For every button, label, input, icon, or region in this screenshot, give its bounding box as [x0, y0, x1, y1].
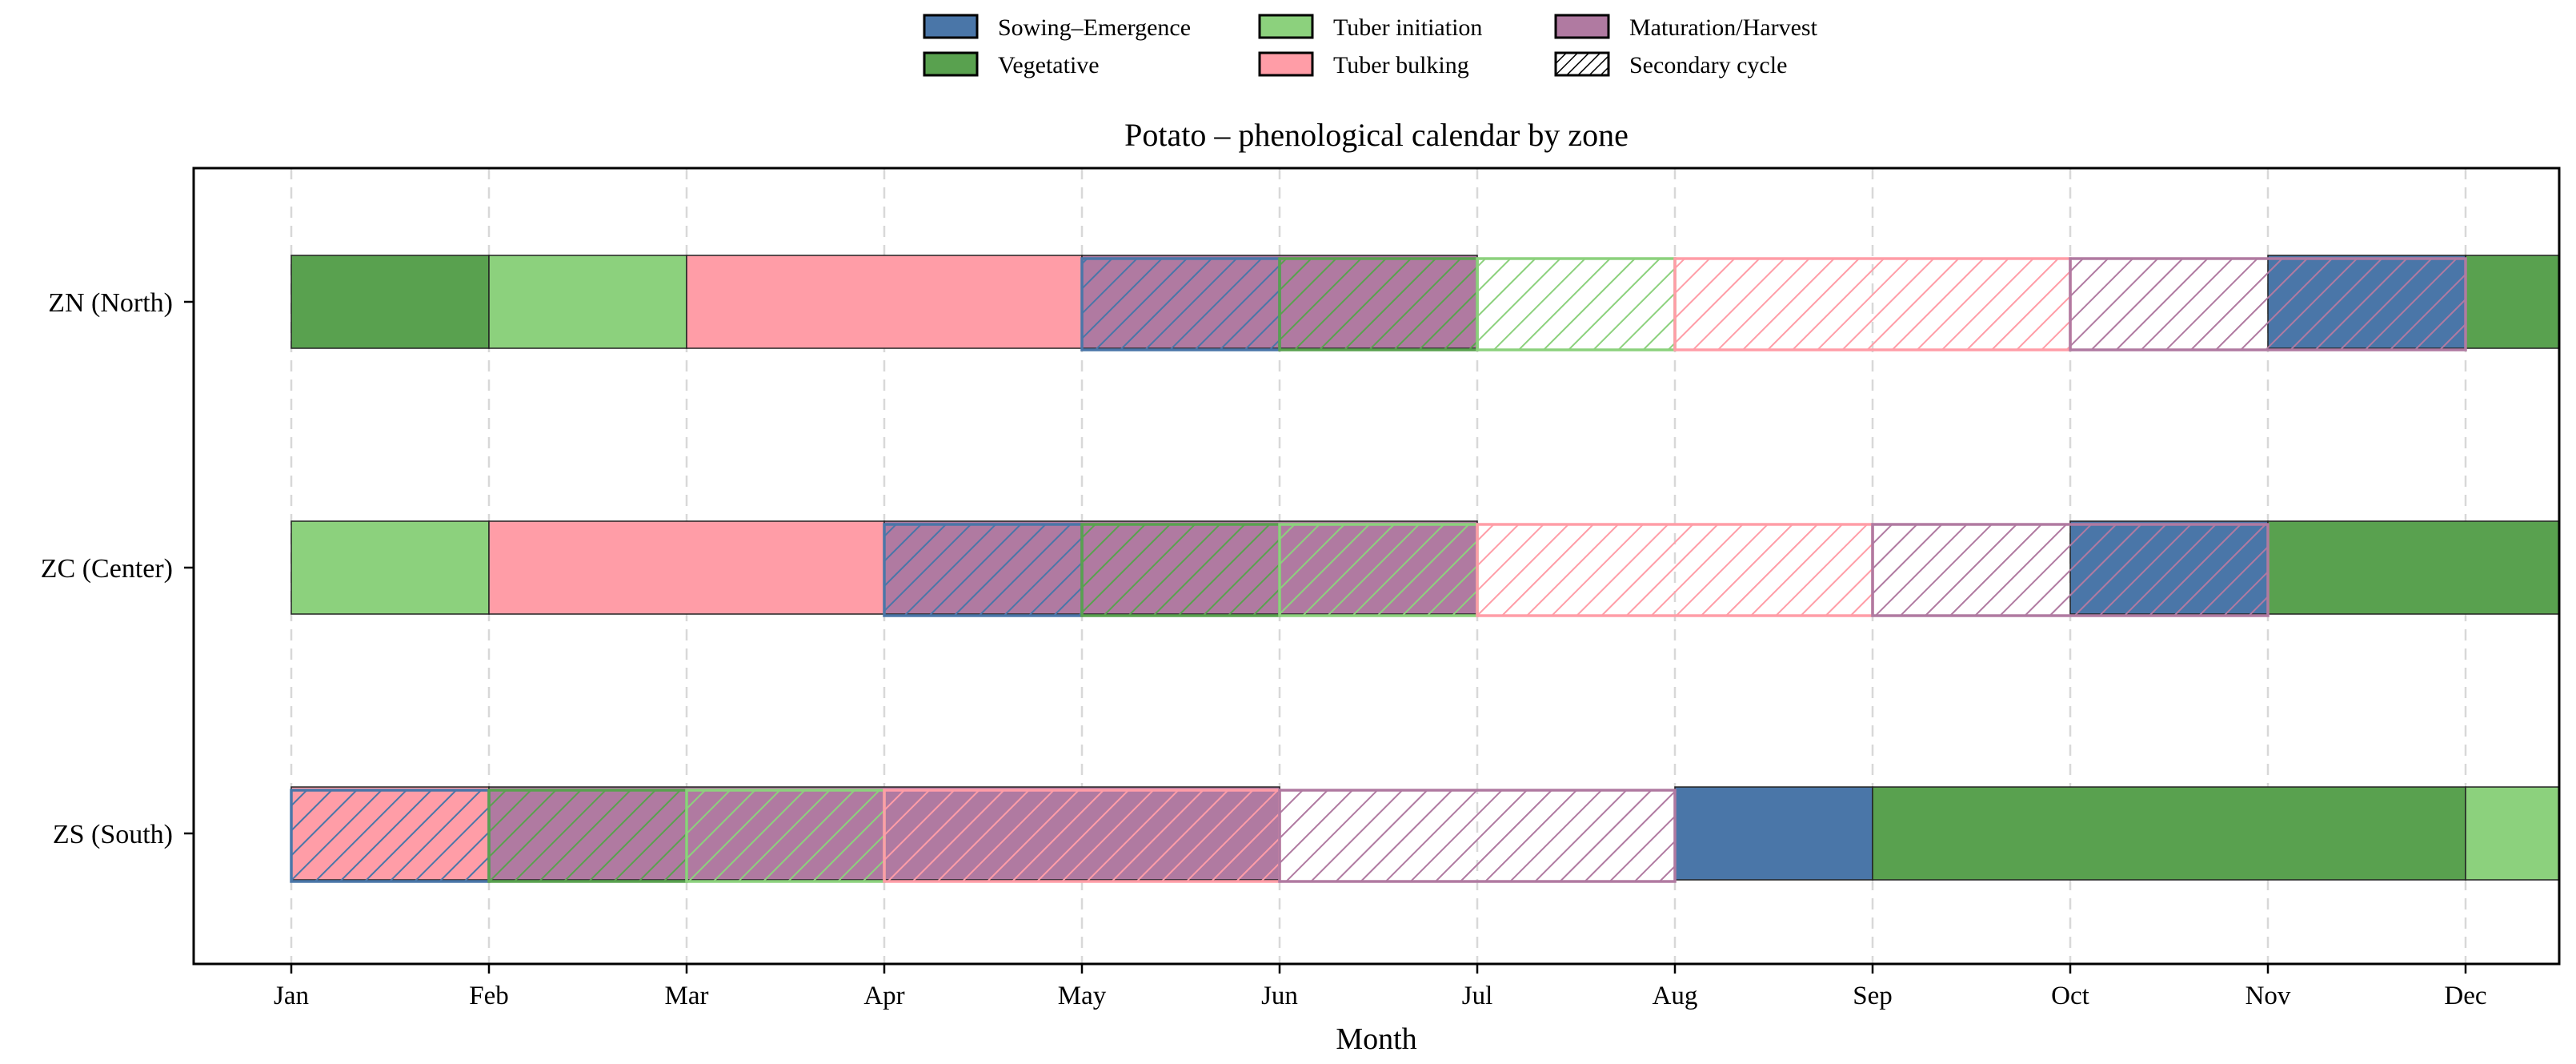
secondary-cycle-bars: [290, 257, 2467, 883]
bar-secondary-veg-zone2: [487, 789, 688, 883]
legend-swatch-0: [923, 14, 979, 39]
x-tick-label-feb: Feb: [469, 982, 509, 1010]
x-tick-label-sep: Sep: [1853, 982, 1893, 1010]
y-tick-label-zone0: ZN (North): [48, 288, 173, 318]
x-tick-label-jan: Jan: [274, 982, 309, 1010]
bar-secondary-tbulk-zone2: [883, 789, 1281, 883]
legend-label-3: Tuber bulking: [1333, 52, 1469, 78]
y-axis-ticks: ZN (North) ZC (Center) ZS (South): [41, 288, 194, 849]
bar-main-tinit-zone2: [2465, 786, 2559, 881]
x-tick-label-may: May: [1058, 982, 1107, 1010]
legend-swatch-4: [1554, 14, 1610, 39]
bar-main-tinit-zone0: [488, 255, 687, 349]
bar-secondary-tbulk-zone0: [1673, 257, 2072, 351]
plot-area: Jan Feb Mar Apr May Jun Jul Aug Sep Oct Nov Dec ZN …: [41, 167, 2561, 1010]
legend-swatch-1: [923, 51, 979, 77]
bar-main-veg-zone0: [290, 255, 490, 349]
x-tick-label-jul: Jul: [1462, 982, 1493, 1010]
legend-swatch-3: [1258, 51, 1314, 77]
bar-secondary-mat-zone2: [1278, 789, 1677, 883]
x-tick-label-apr: Apr: [863, 982, 904, 1010]
legend-label-5: Secondary cycle: [1629, 52, 1787, 78]
bar-secondary-tinit-zone1: [1278, 523, 1479, 617]
x-tick-label-dec: Dec: [2444, 982, 2486, 1010]
legend-label-0: Sowing–Emergence: [998, 14, 1191, 41]
axes-frame: [192, 167, 2561, 966]
legend-label-2: Tuber initiation: [1333, 14, 1482, 41]
bar-main-tbulk-zone0: [686, 255, 1083, 349]
legend-label-4: Maturation/Harvest: [1629, 14, 1818, 41]
bar-main-sow-zone2: [1674, 786, 1873, 881]
bar-secondary-tbulk-zone1: [1476, 523, 1874, 617]
x-tick-label-oct: Oct: [2051, 982, 2089, 1010]
bar-main-veg-zone1: [2267, 520, 2559, 615]
x-tick-label-mar: Mar: [665, 982, 709, 1010]
bar-secondary-mat-zone1: [1871, 523, 2270, 617]
bar-secondary-veg-zone0: [1278, 257, 1479, 351]
x-tick-label-jun: Jun: [1261, 982, 1298, 1010]
bar-secondary-sow-zone0: [1080, 257, 1281, 351]
legend-swatch-2: [1258, 14, 1314, 39]
x-tick-label-nov: Nov: [2245, 982, 2291, 1010]
y-tick-label-zone2: ZS (South): [53, 820, 173, 849]
bar-main-veg-zone2: [1872, 786, 2466, 881]
x-axis-ticks: Jan Feb Mar Apr May Jun Jul Aug Sep Oct Nov Dec: [274, 964, 2487, 1010]
bar-secondary-tinit-zone2: [685, 789, 886, 883]
legend-label-1: Vegetative: [998, 52, 1100, 78]
bar-secondary-veg-zone1: [1080, 523, 1281, 617]
y-tick-label-zone1: ZC (Center): [41, 554, 173, 584]
bar-secondary-tinit-zone0: [1476, 257, 1677, 351]
bar-secondary-sow-zone2: [290, 789, 491, 883]
bar-main-tbulk-zone1: [488, 520, 885, 615]
bar-secondary-sow-zone1: [883, 523, 1084, 617]
legend: Sowing–Emergence Vegetative Tuber initiati…: [923, 14, 1818, 78]
chart-title: Potato – phenological calendar by zone: [1124, 117, 1629, 153]
x-axis-label: Month: [1336, 1022, 1416, 1056]
bar-secondary-mat-zone0: [2069, 257, 2467, 351]
x-tick-label-aug: Aug: [1653, 982, 1698, 1010]
bar-main-tinit-zone1: [290, 520, 490, 615]
